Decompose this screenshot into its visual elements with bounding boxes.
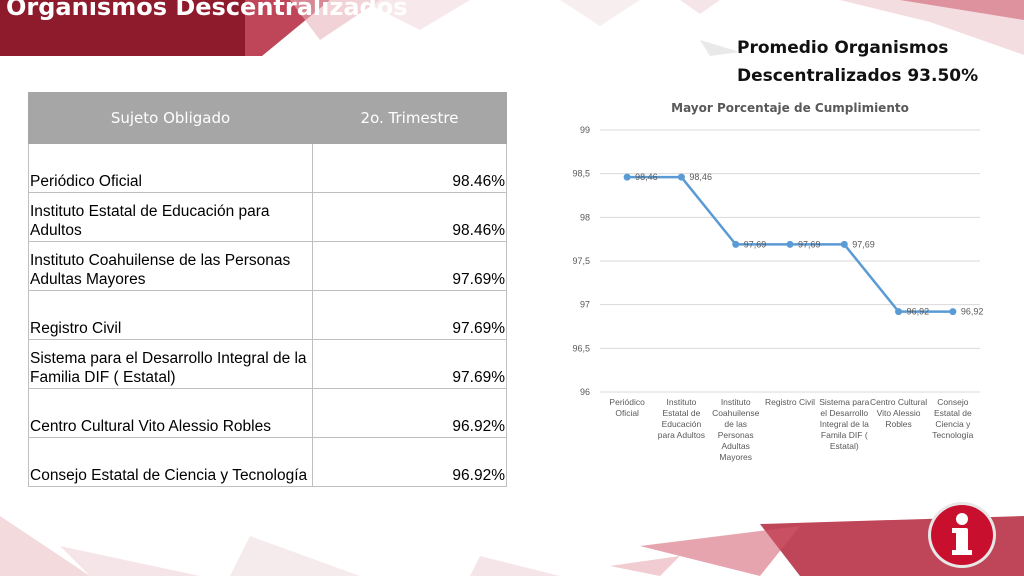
row-value: 96.92% [312,388,507,438]
y-tick-label: 97,5 [572,256,590,266]
line-chart: 99 98,5 98 97,5 97 96,5 96 98,46 98,46 97,69 97,69… [572,125,984,397]
data-label: 97,69 [852,239,875,249]
y-tick-label: 99 [580,125,590,135]
x-tick-label: Centro Cultural Vito Alessio Robles [869,397,928,429]
y-tick-label: 98 [580,212,590,222]
chart-title: Mayor Porcentaje de Cumplimiento [671,101,909,115]
x-tick-label: Periódico Oficial [609,397,645,418]
data-label: 96,92 [961,307,984,317]
data-label: 97,69 [798,239,821,249]
row-value: 98.46% [312,143,507,193]
row-name: Registro Civil [28,290,313,340]
decorative-triangles-top [245,0,1024,56]
table-row: Centro Cultural Vito Alessio Robles 96.92… [28,388,507,438]
table-row: Registro Civil 97.69% [28,290,507,340]
header-sujeto-obligado: Sujeto Obligado [28,92,313,144]
x-tick-label: Consejo Estatal de Ciencia y Tecnología [932,397,974,440]
row-name: Instituto Estatal de Educación para Adul… [28,192,313,242]
row-name: Centro Cultural Vito Alessio Robles [28,388,313,438]
data-point [786,240,794,248]
data-label: 97,69 [744,239,767,249]
y-tick-label: 96,5 [572,343,590,353]
info-icon [952,513,972,555]
row-value: 97.69% [312,290,507,340]
y-tick-label: 96 [580,387,590,397]
info-logo [931,505,993,565]
y-tick-label: 98,5 [572,169,590,179]
data-point [677,173,685,181]
average-summary: Promedio Organismos Descentralizados 93.… [737,38,979,86]
decorative-triangles-bottom [0,516,1024,576]
data-point [623,173,631,181]
row-name: Sistema para el Desarrollo Integral de l… [28,339,313,389]
data-label: 96,92 [907,307,930,317]
table-row: Instituto Estatal de Educación para Adul… [28,192,507,242]
table-row: Periódico Oficial 98.46% [28,143,507,193]
table-row: Instituto Coahuilense de las Personas Ad… [28,241,507,291]
compliance-table: Sujeto Obligado 2o. Trimestre Periódico … [28,92,507,487]
title-band [0,0,245,56]
row-value: 97.69% [312,339,507,389]
row-value: 98.46% [312,192,507,242]
table-header-row: Sujeto Obligado 2o. Trimestre [28,92,507,144]
x-tick-label: Registro Civil [764,397,816,407]
page-title: Organismos Descentralizados [6,0,408,21]
table-row: Sistema para el Desarrollo Integral de l… [28,339,507,389]
data-point [732,240,740,248]
y-tick-label: 97 [580,300,590,310]
x-tick-label: Sistema para el Desarrollo Integral de l… [819,397,870,451]
data-point [895,308,903,316]
row-value: 97.69% [312,241,507,291]
data-point [840,240,848,248]
x-tick-label: Instituto Coahuilense de las Personas Ad… [712,397,760,462]
row-name: Consejo Estatal de Ciencia y Tecnología [28,437,313,487]
header-trimestre: 2o. Trimestre [312,92,507,144]
table-row: Consejo Estatal de Ciencia y Tecnología 9… [28,437,507,487]
data-label: 98,46 [689,172,712,182]
row-name: Periódico Oficial [28,143,313,193]
data-label: 98,46 [635,172,658,182]
row-value: 96.92% [312,437,507,487]
row-name: Instituto Coahuilense de las Personas Ad… [28,241,313,291]
x-tick-label: Instituto Estatal de Educación para Adul… [657,397,706,440]
data-point [949,308,957,316]
